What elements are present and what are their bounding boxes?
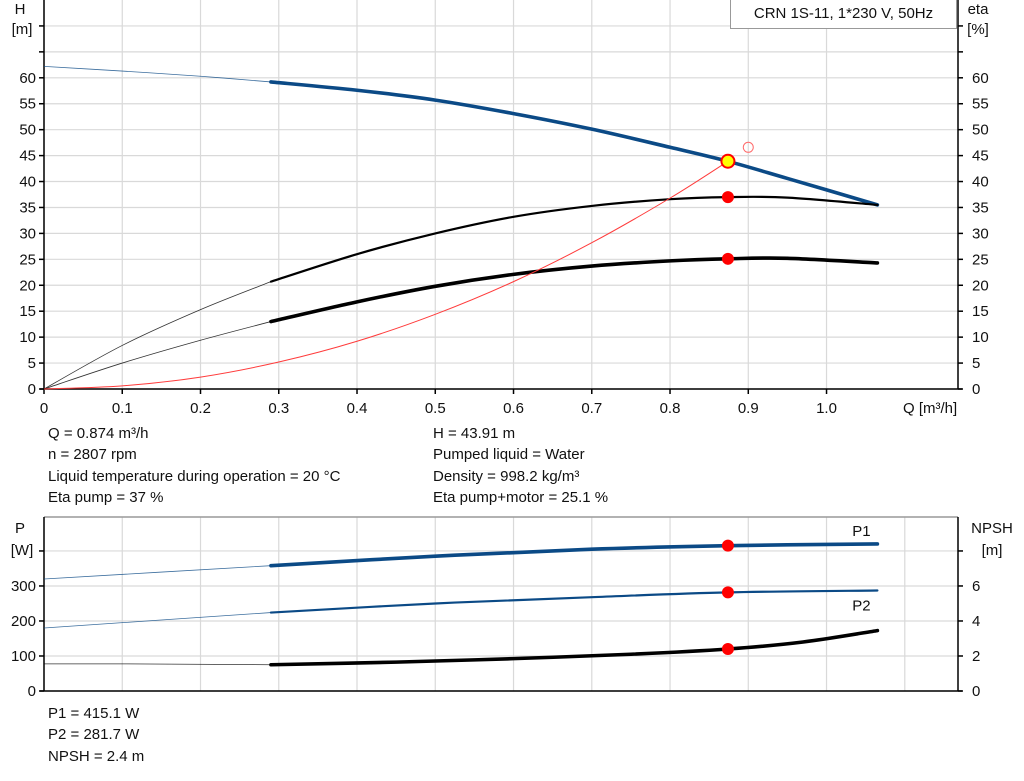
curve-P1	[269, 542, 880, 568]
x-tick-label: 0.1	[112, 400, 133, 417]
y-tick-label-left: 55	[19, 96, 36, 113]
x-tick-label: 0.8	[660, 400, 681, 417]
info-speed: n = 2807 rpm	[48, 446, 137, 464]
y-tick-label-right: 0	[972, 381, 980, 398]
x-tick-label: 0.4	[347, 400, 368, 417]
y-tick-label-left: 45	[19, 148, 36, 165]
curve-H	[269, 80, 880, 207]
x-axis-label: Q [m³/h]	[903, 400, 957, 417]
y-tick-label-right: 45	[972, 148, 989, 165]
curve-P2	[269, 589, 879, 614]
x-tick-label: 0.9	[738, 400, 759, 417]
chart-title: CRN 1S-11, 1*230 V, 50Hz	[730, 0, 957, 29]
x-tick-label: 0.2	[190, 400, 211, 417]
y-tick-label-left: 25	[19, 251, 36, 268]
y-tick-label-left: 100	[11, 648, 36, 665]
y-tick-label-right: 0	[972, 683, 980, 700]
info-density: Density = 998.2 kg/m³	[433, 467, 580, 485]
y-tick-label-left: 20	[19, 277, 36, 294]
curve-H-extrapolated	[43, 65, 271, 83]
y-tick-label-left: 200	[11, 613, 36, 630]
x-tick-label: 0.6	[503, 400, 524, 417]
y-tick-label-right: 15	[972, 303, 989, 320]
curve-eta_pump-extrapolated	[43, 281, 272, 390]
y-tick-label-right: 6	[972, 578, 980, 595]
y-tick-label-right: 10	[972, 329, 989, 346]
open-marker	[742, 141, 754, 153]
x-tick-label: 0.3	[268, 400, 289, 417]
duty-point-P2	[721, 586, 734, 599]
info-eta-pump: Eta pump = 37 %	[48, 488, 164, 506]
info-pumped-liquid: Pumped liquid = Water	[433, 446, 585, 464]
y-tick-label-right: 60	[972, 70, 989, 87]
info-top-right: H = 43.91 m Pumped liquid = Water Densit…	[433, 423, 608, 508]
curve-eta_pump_motor	[269, 256, 880, 324]
y-tick-label-left: 0	[28, 381, 36, 398]
info-p1: P1 = 415.1 W	[48, 705, 140, 722]
series-label-P1: P1	[852, 523, 870, 540]
info-p2: P2 = 281.7 W	[48, 726, 140, 744]
y-axis-label-left: P	[15, 520, 25, 537]
x-tick-label: 0.5	[425, 400, 446, 417]
y-tick-label-right: 30	[972, 225, 989, 242]
y-tick-label-right: 20	[972, 277, 989, 294]
duty-point-eta_pump_motor	[721, 252, 734, 265]
duty-point-H	[720, 153, 736, 169]
info-top-left: Q = 0.874 m³/h n = 2807 rpm Liquid tempe…	[48, 423, 340, 508]
y-axis-label-right: NPSH	[971, 520, 1013, 537]
y-tick-label-right: 2	[972, 648, 980, 665]
y-tick-label-right: 35	[972, 199, 989, 216]
y-tick-label-left: 35	[19, 199, 36, 216]
y-tick-label-right: 5	[972, 355, 980, 372]
y-axis-label-left: H	[15, 1, 26, 18]
y-tick-label-left: 15	[19, 303, 36, 320]
x-tick-label: 0	[40, 400, 48, 417]
y-axis-label-left-unit: [W]	[11, 542, 34, 559]
info-head: H = 43.91 m	[433, 425, 516, 442]
duty-point-eta_pump	[721, 191, 734, 204]
y-tick-label-left: 0	[28, 683, 36, 700]
curve-P1-extrapolated	[43, 565, 271, 580]
duty-point-NPSH	[721, 642, 734, 655]
y-tick-label-right: 50	[972, 122, 989, 139]
y-axis-label-right-unit: [%]	[967, 21, 989, 38]
info-liquid-temperature: Liquid temperature during operation = 20…	[48, 467, 341, 485]
info-bottom: P1 = 415.1 W P2 = 281.7 W NPSH = 2.4 m	[48, 703, 144, 767]
y-tick-label-left: 60	[19, 70, 36, 87]
duty-point-P1	[721, 539, 734, 552]
y-tick-label-right: 25	[972, 251, 989, 268]
curve-NPSH	[269, 628, 880, 667]
y-tick-label-left: 30	[19, 225, 36, 242]
series-label-P2: P2	[852, 598, 870, 615]
y-tick-label-right: 40	[972, 174, 989, 191]
y-tick-label-left: 40	[19, 174, 36, 191]
x-tick-label: 0.7	[581, 400, 602, 417]
info-flow: Q = 0.874 m³/h	[48, 425, 149, 442]
y-tick-label-right: 55	[972, 96, 989, 113]
y-axis-label-right: eta	[968, 1, 990, 18]
curve-system_curve	[43, 160, 729, 390]
y-tick-label-right: 4	[972, 613, 980, 630]
y-axis-label-right-unit: [m]	[982, 542, 1003, 559]
curve-NPSH-extrapolated	[43, 663, 271, 666]
x-tick-label: 1.0	[816, 400, 837, 417]
info-eta-pump-motor: Eta pump+motor = 25.1 %	[433, 488, 609, 506]
info-npsh: NPSH = 2.4 m	[48, 747, 145, 765]
y-axis-label-left-unit: [m]	[12, 21, 33, 38]
curve-eta_pump	[269, 195, 879, 283]
curve-P2-extrapolated	[43, 612, 271, 629]
y-tick-label-left: 300	[11, 578, 36, 595]
y-tick-label-left: 5	[28, 355, 36, 372]
y-tick-label-left: 10	[19, 329, 36, 346]
y-tick-label-left: 50	[19, 122, 36, 139]
curve-eta_pump_motor-extrapolated	[43, 321, 272, 390]
